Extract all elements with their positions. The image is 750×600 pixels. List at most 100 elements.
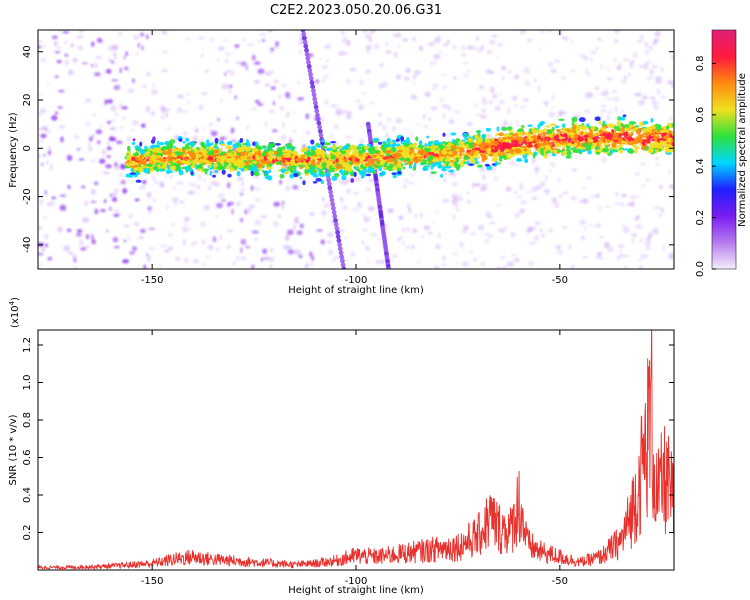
- spectrogram-noise-cell: [268, 256, 275, 262]
- spectrogram-noise-cell: [87, 201, 90, 205]
- spectrogram-ridge-cell: [484, 163, 490, 167]
- spectrogram-ridge-cell: [379, 152, 385, 156]
- spectrogram-noise-cell: [207, 244, 214, 251]
- spectrogram-ridge-cell: [494, 152, 499, 158]
- spectrogram-ridge-cell: [244, 146, 252, 152]
- spectrogram-noise-cell: [322, 214, 325, 218]
- spectrogram-ridge-cell: [602, 147, 609, 152]
- spectrogram-noise-cell: [442, 43, 449, 47]
- spectrogram-noise-cell: [455, 208, 460, 212]
- spectrogram-noise-cell: [519, 208, 525, 214]
- spectrogram-noise-cell: [76, 232, 82, 237]
- spectrogram-ridge-cell: [330, 154, 336, 160]
- spectrogram-ridge-cell: [496, 126, 500, 132]
- spectrogram-ridge-cell: [375, 145, 378, 151]
- spectrogram-ridge-cell: [441, 168, 447, 172]
- spectrogram-ridge-cell: [190, 152, 197, 158]
- spectrogram-ridge-cell: [561, 123, 566, 129]
- spectrogram-noise-cell: [654, 30, 661, 37]
- spectrogram-noise-cell: [377, 124, 381, 127]
- spectrogram-ridge-cell: [213, 163, 219, 168]
- spectrogram-noise-cell: [370, 232, 377, 238]
- spectrogram-noise-cell: [224, 52, 232, 57]
- spectrogram-ridge-cell: [218, 148, 222, 154]
- spectrogram-y-tick-label: -20: [22, 188, 33, 204]
- spectrogram-noise-cell: [99, 158, 106, 164]
- spectrogram-ridge-cell: [556, 129, 561, 132]
- spectrogram-noise-cell: [330, 132, 333, 139]
- spectrogram-noise-cell: [224, 59, 229, 64]
- spectrogram-noise-cell: [452, 214, 456, 220]
- spectrogram-ridge-cell: [246, 139, 249, 145]
- spectrogram-ridge-cell: [153, 147, 159, 153]
- spectrogram-ridge-cell: [469, 156, 474, 162]
- spectrogram-noise-cell: [293, 224, 296, 231]
- spectrogram-noise-cell: [666, 81, 671, 84]
- spectrogram-ridge-cell: [656, 129, 660, 134]
- spectrogram-noise-cell: [359, 79, 364, 86]
- spectrogram-noise-cell: [185, 37, 190, 41]
- spectrogram-noise-cell: [90, 64, 94, 67]
- spectrogram-ridge-cell: [363, 152, 367, 157]
- spectrogram-noise-cell: [606, 77, 613, 81]
- spectrogram-noise-cell: [105, 164, 112, 169]
- spectrogram-noise-cell: [398, 215, 405, 219]
- spectrogram-noise-cell: [221, 83, 229, 90]
- spectrogram-streak-cell: [312, 96, 318, 102]
- spectrogram-noise-cell: [63, 245, 71, 252]
- spectrogram-noise-cell: [118, 102, 123, 109]
- spectrogram-noise-cell: [349, 67, 357, 72]
- spectrogram-ridge-cell: [602, 120, 606, 124]
- spectrogram-noise-cell: [387, 208, 394, 214]
- spectrogram-noise-cell: [169, 174, 173, 179]
- spectrogram-noise-cell: [505, 187, 513, 192]
- spectrogram-noise-cell: [587, 72, 591, 77]
- spectrogram-noise-cell: [172, 186, 176, 190]
- spectrogram-noise-cell: [68, 251, 74, 255]
- spectrogram-noise-cell: [111, 79, 119, 82]
- spectrogram-noise-cell: [78, 239, 85, 246]
- spectrogram-ridge-cell: [546, 129, 553, 135]
- spectrogram-ridge-cell: [666, 125, 669, 130]
- spectrogram-noise-cell: [121, 106, 128, 110]
- spectrogram-noise-cell: [203, 178, 207, 182]
- spectrogram-ridge-cell: [476, 164, 483, 168]
- spectrogram-noise-cell: [494, 176, 498, 182]
- spectrogram-noise-cell: [227, 229, 233, 233]
- spectrogram-noise-cell: [265, 71, 272, 76]
- spectrogram-noise-cell: [240, 192, 244, 196]
- spectrogram-ridge-cell: [415, 136, 419, 142]
- spectrogram-ridge-cell: [349, 144, 356, 151]
- spectrogram-noise-cell: [534, 78, 537, 83]
- spectrogram-noise-cell: [455, 261, 458, 264]
- spectrogram-noise-cell: [475, 183, 481, 187]
- spectrogram-ridge-cell: [316, 144, 321, 148]
- spectrogram-noise-cell: [614, 39, 618, 43]
- spectrogram-ridge-cell: [525, 159, 528, 163]
- spectrogram-ridge-cell: [350, 160, 357, 164]
- spectrogram-ridge-cell: [564, 130, 568, 134]
- spectrogram-noise-cell: [649, 69, 654, 75]
- spectrogram-noise-cell: [621, 223, 626, 228]
- spectrogram-noise-cell: [512, 164, 519, 167]
- spectrogram-noise-cell: [319, 58, 322, 60]
- spectrogram-noise-cell: [281, 203, 285, 210]
- spectrogram-ridge-cell: [299, 176, 303, 179]
- spectrogram-ridge-cell: [562, 151, 567, 156]
- spectrogram-noise-cell: [489, 99, 494, 105]
- spectrogram-noise-cell: [442, 198, 449, 203]
- spectrogram-noise-cell: [240, 256, 246, 260]
- spectrogram-noise-cell: [66, 228, 72, 233]
- spectrogram-noise-cell: [340, 179, 348, 186]
- spectrogram-ridge-cell: [450, 144, 457, 149]
- spectrogram-noise-cell: [93, 181, 99, 186]
- spectrogram-noise-cell: [208, 186, 212, 191]
- spectrogram-ridge-cell: [371, 155, 377, 158]
- spectrogram-noise-cell: [85, 121, 92, 126]
- spectrogram-noise-cell: [424, 124, 428, 128]
- spectrogram-ridge-cell: [360, 173, 367, 177]
- spectrogram-noise-cell: [622, 254, 630, 258]
- spectrogram-noise-cell: [621, 109, 624, 113]
- spectrogram-noise-cell: [600, 257, 604, 260]
- spectrogram-noise-cell: [150, 110, 156, 117]
